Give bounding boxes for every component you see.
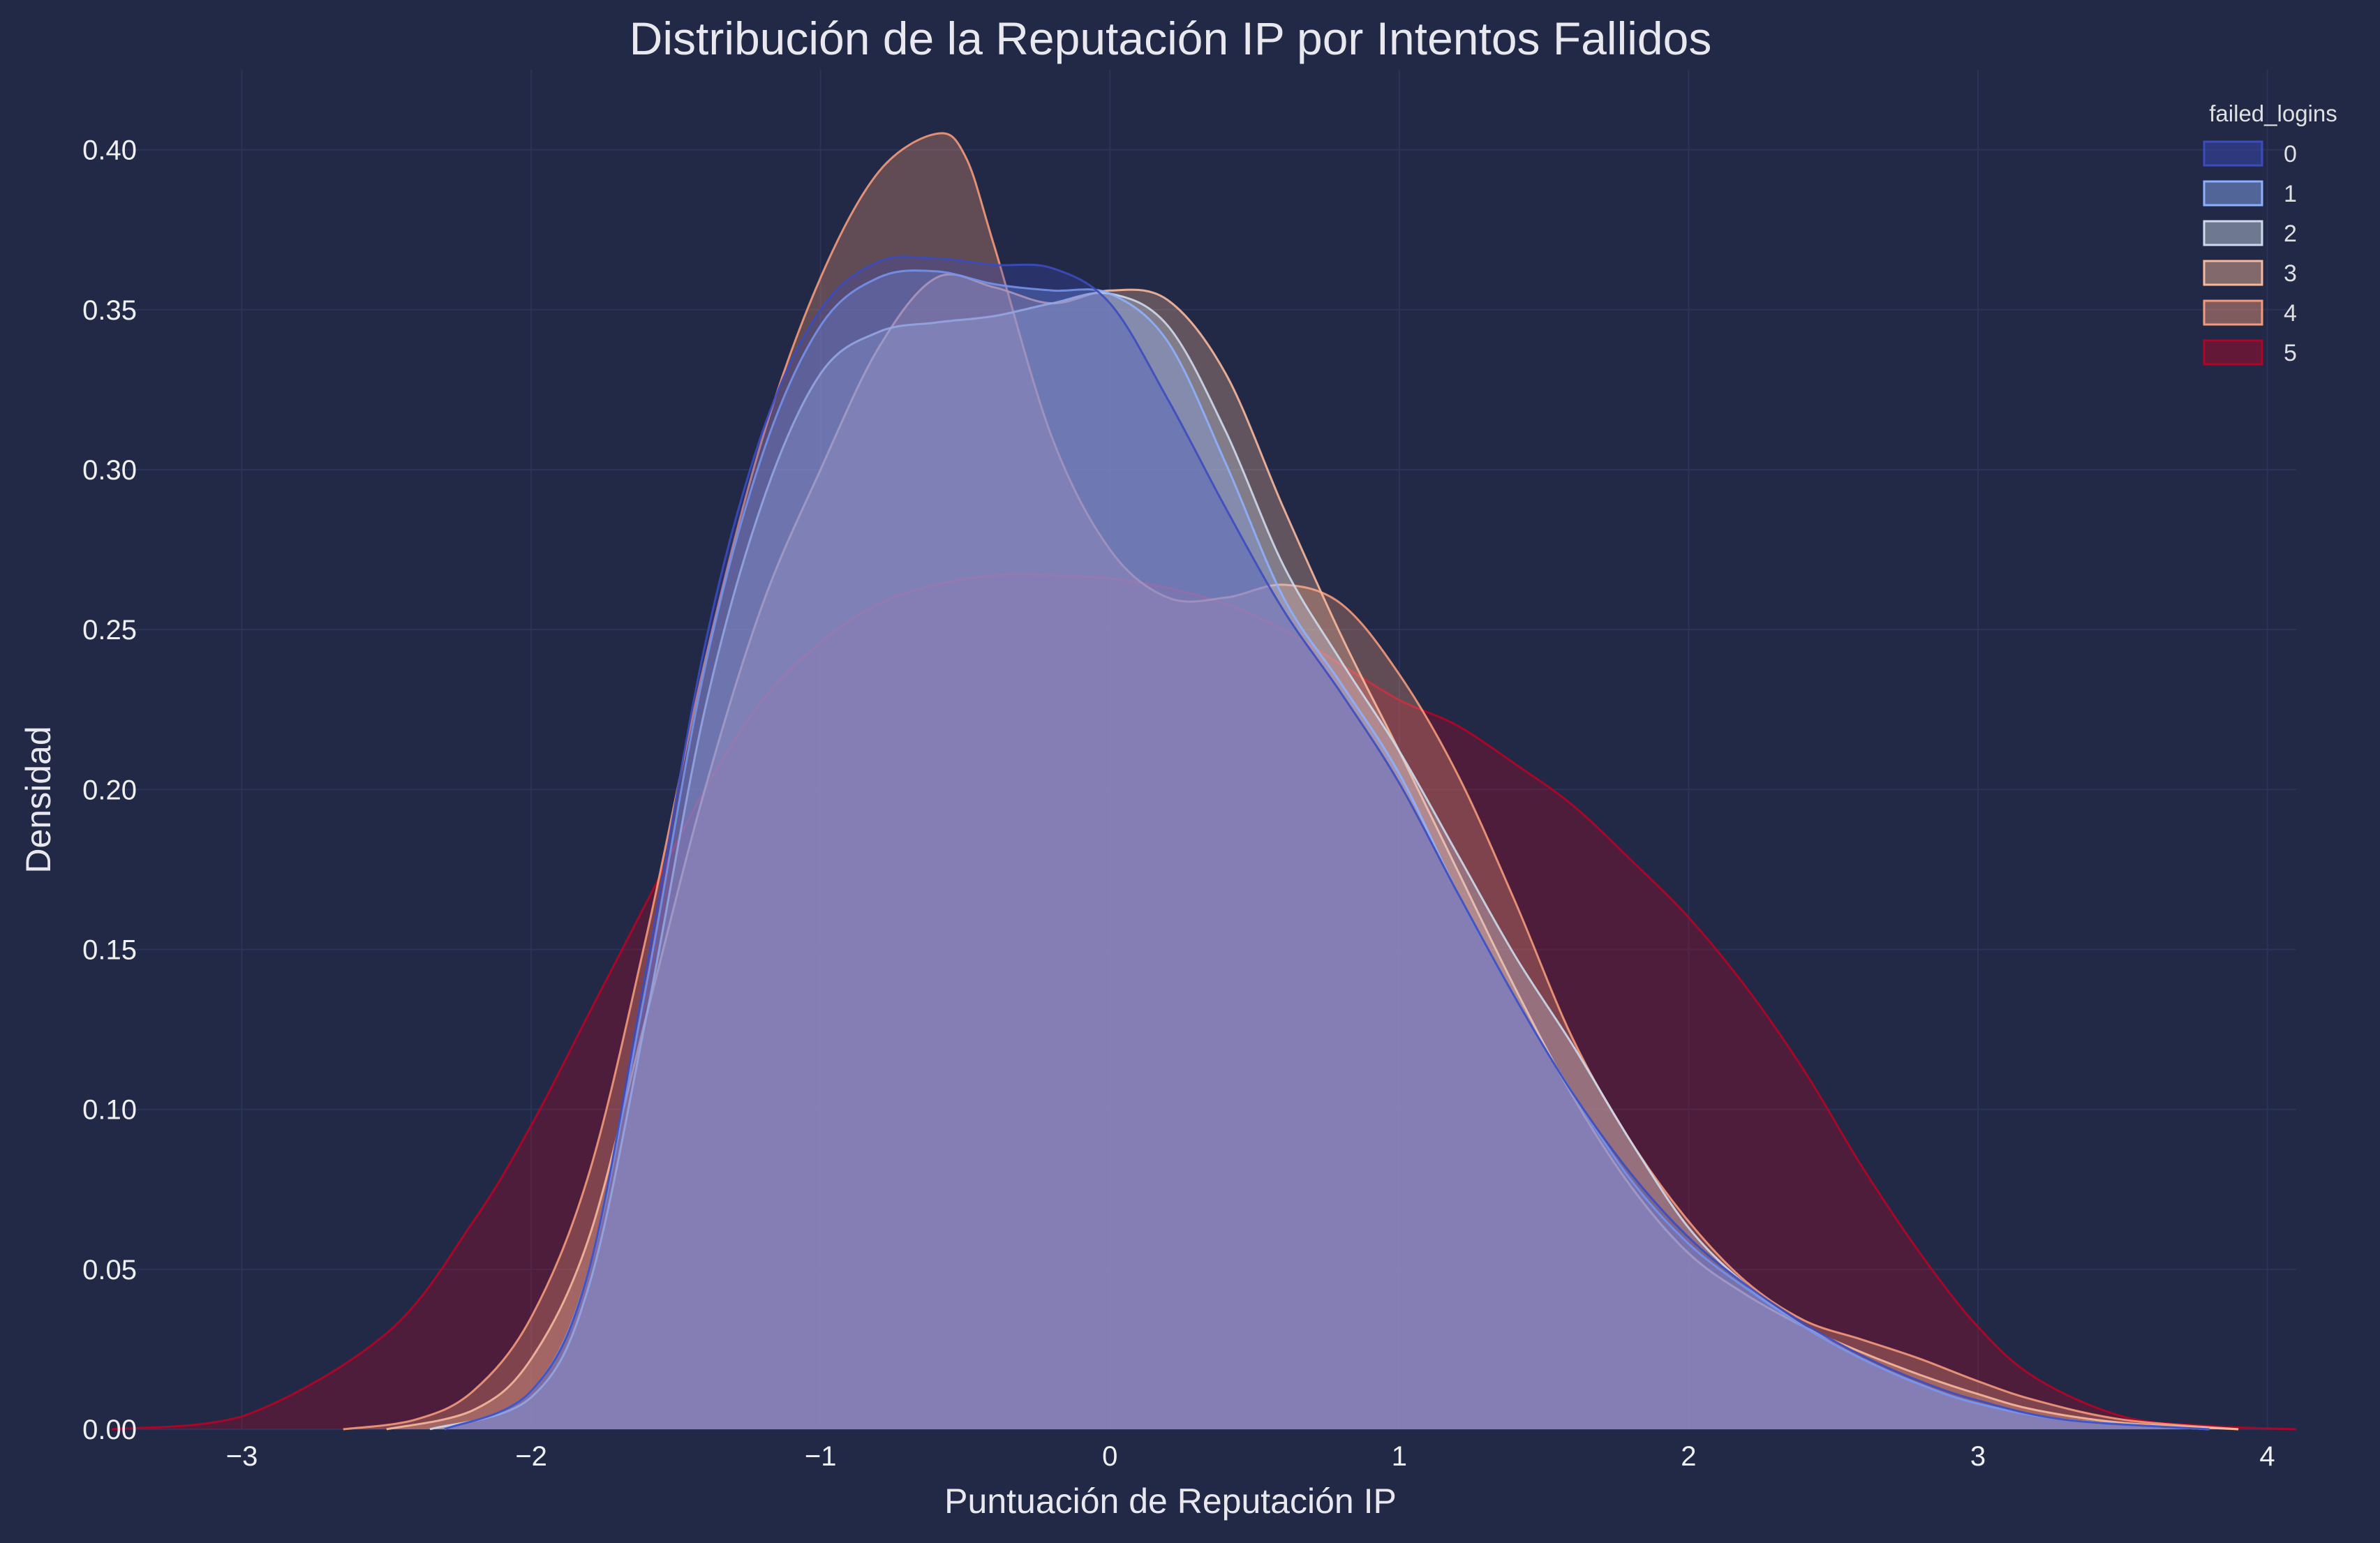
legend-label-0: 0: [2284, 141, 2297, 167]
legend-label-4: 4: [2284, 300, 2297, 327]
density-area-1: [444, 270, 2210, 1430]
density-line-1: [444, 269, 2210, 1431]
y-tick-label: 0.15: [82, 934, 137, 965]
legend-swatch-5: [2203, 339, 2263, 366]
series-0: [444, 255, 2210, 1431]
legend-swatch-1: [2203, 180, 2263, 207]
y-tick-label: 0.20: [82, 775, 137, 805]
legend-title: failed_logins: [2209, 100, 2337, 126]
chart-title: Distribución de la Reputación IP por Int…: [630, 13, 1712, 64]
series-5: [111, 573, 2297, 1431]
legend-swatch-4: [2203, 299, 2263, 326]
x-tick-label: 3: [1970, 1441, 1986, 1472]
density-line-5: [111, 573, 2297, 1431]
y-tick-label: 0.35: [82, 295, 137, 326]
y-axis-label: Densidad: [19, 726, 58, 873]
series-layer: [111, 132, 2297, 1431]
density-area-0: [444, 256, 2210, 1429]
legend-swatch-0: [2203, 140, 2263, 167]
x-tick-label: −2: [515, 1441, 547, 1472]
series-1: [444, 269, 2210, 1431]
density-area-2: [430, 292, 2210, 1429]
y-tick-label: 0.05: [82, 1255, 137, 1285]
density-area-3: [386, 274, 2239, 1430]
legend-swatch-2: [2203, 220, 2263, 246]
legend-label-5: 5: [2284, 340, 2297, 366]
y-tick-label: 0.10: [82, 1095, 137, 1126]
y-tick-label: 0.30: [82, 455, 137, 486]
legend-label-1: 1: [2284, 181, 2297, 207]
x-tick-label: 2: [1681, 1441, 1696, 1472]
legend: failed_logins 0 1 2 3 4 5: [2203, 100, 2337, 366]
y-tick-label: 0.25: [82, 615, 137, 646]
density-area-5: [112, 574, 2296, 1430]
density-area-4: [343, 133, 2239, 1429]
density-line-3: [386, 273, 2239, 1431]
series-3: [386, 273, 2239, 1431]
density-line-0: [444, 255, 2210, 1431]
x-axis-label: Puntuación de Reputación IP: [944, 1482, 1397, 1521]
legend-label-2: 2: [2284, 221, 2297, 247]
tick-labels: −3 −2 −1 0 1 2 3 4 0.00 0.05 0.10 0.15 0.20 0.25 0.30 0…: [82, 135, 2275, 1472]
legend-label-3: 3: [2284, 260, 2297, 287]
x-tick-label: 0: [1102, 1441, 1117, 1472]
legend-swatch-3: [2203, 260, 2263, 286]
x-tick-label: 1: [1392, 1441, 1407, 1472]
x-tick-label: −1: [805, 1441, 837, 1472]
density-line-4: [343, 132, 2239, 1431]
series-4: [343, 132, 2239, 1431]
y-tick-label: 0.00: [82, 1415, 137, 1445]
x-tick-label: 4: [2259, 1441, 2275, 1472]
x-tick-label: −3: [226, 1441, 258, 1472]
y-tick-label: 0.40: [82, 135, 137, 166]
